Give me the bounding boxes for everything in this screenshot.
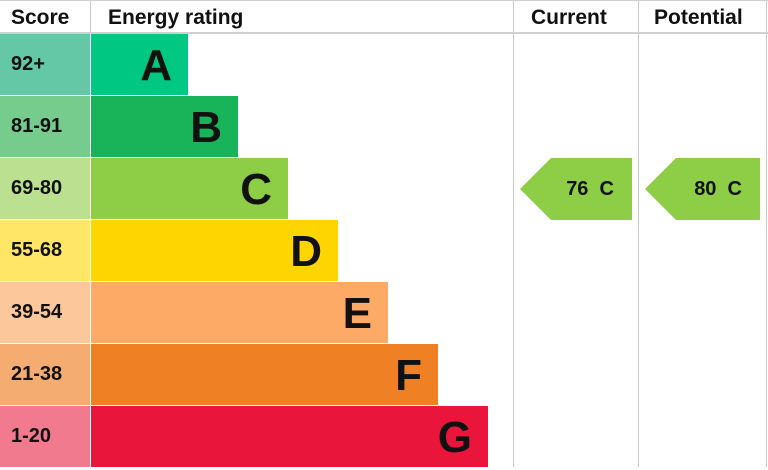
- rating-bar-f: F: [91, 344, 438, 405]
- potential-rating-arrow: 80 C: [645, 158, 760, 220]
- divider: [513, 0, 514, 467]
- header-energy-rating: Energy rating: [108, 6, 244, 29]
- score-range-f: 21-38: [0, 344, 90, 405]
- score-range-e: 39-54: [0, 282, 90, 343]
- current-rating-arrow: 76 C: [520, 158, 632, 220]
- potential-arrow-shape: [645, 158, 760, 220]
- divider: [0, 0, 768, 1]
- header-score: Score: [11, 6, 70, 29]
- score-range-d: 55-68: [0, 220, 90, 281]
- rating-bar-g: G: [91, 406, 488, 467]
- rating-bar-a: A: [91, 34, 188, 95]
- header-current: Current: [531, 6, 607, 29]
- score-range-a: 92+: [0, 34, 90, 95]
- rating-bar-d: D: [91, 220, 338, 281]
- potential-rating-label: 80 C: [694, 178, 742, 200]
- divider: [766, 0, 767, 467]
- divider: [638, 0, 639, 467]
- rating-bar-e: E: [91, 282, 388, 343]
- score-range-g: 1-20: [0, 406, 90, 467]
- divider: [90, 0, 91, 34]
- rating-bar-c: C: [91, 158, 288, 219]
- header-potential: Potential: [654, 6, 743, 29]
- current-arrow-shape: [520, 158, 632, 220]
- score-range-c: 69-80: [0, 158, 90, 219]
- score-range-b: 81-91: [0, 96, 90, 157]
- divider: [0, 32, 768, 34]
- current-rating-label: 76 C: [566, 178, 614, 200]
- rating-bar-b: B: [91, 96, 238, 157]
